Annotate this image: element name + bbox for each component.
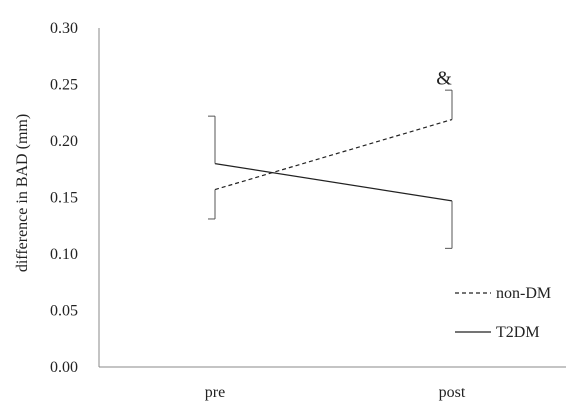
x-tick-label: pre (205, 384, 225, 401)
y-axis-label: difference in BAD (mm) (14, 114, 31, 272)
legend-label-T2DM: T2DM (496, 324, 540, 341)
y-tick-label: 0.10 (50, 246, 78, 263)
x-tick-labels: pre post (205, 384, 466, 401)
x-tick-label: post (439, 384, 466, 401)
annotations: & (436, 68, 452, 90)
y-tick-label: 0.05 (50, 303, 78, 320)
y-tick-label: 0.00 (50, 359, 78, 376)
series-line-non-DM (214, 118, 453, 191)
y-tick-label: 0.20 (50, 133, 78, 150)
legend: non-DM T2DM (455, 285, 551, 341)
y-tick-label: 0.30 (50, 20, 78, 37)
y-tick-label: 0.15 (50, 190, 78, 207)
y-tick-label: 0.25 (50, 77, 78, 94)
error-bars (208, 89, 453, 249)
y-tick-labels: 0.00 0.05 0.10 0.15 0.20 0.25 0.30 (50, 20, 78, 376)
legend-label-non-DM: non-DM (496, 285, 551, 302)
series-line-T2DM (214, 163, 453, 202)
series-lines (214, 118, 453, 202)
significance-marker: & (436, 68, 452, 90)
axes (98, 28, 566, 368)
